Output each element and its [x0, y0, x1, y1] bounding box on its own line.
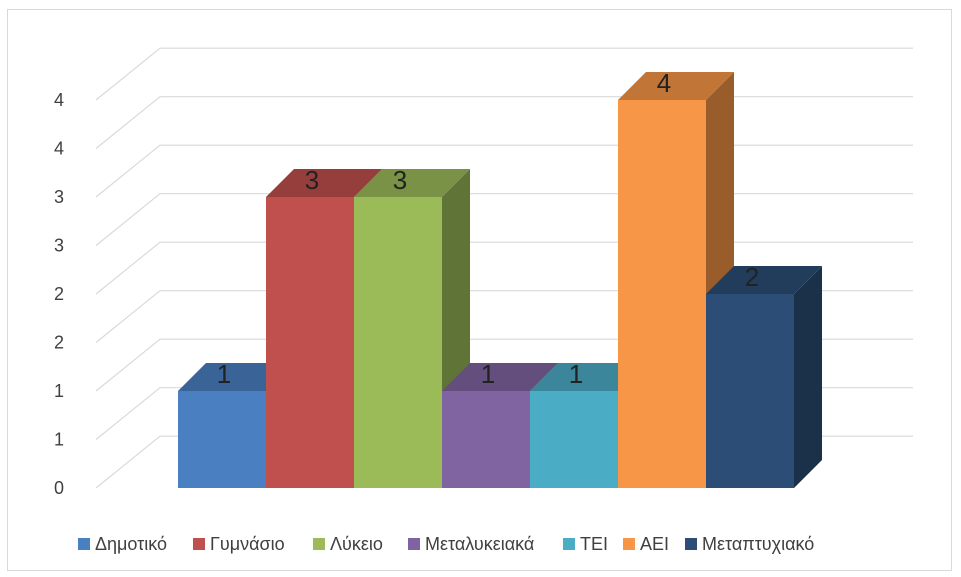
- legend-label: ΑΕΙ: [640, 534, 669, 554]
- gridline: [95, 96, 913, 149]
- legend-swatch: [623, 538, 635, 550]
- bar: [706, 266, 822, 488]
- legend: Δημοτικό Γυμνάσιο Λύκειο Μεταλυκειακά ΤΕΙ ΑΕΙ…: [78, 534, 814, 554]
- gridlines: [95, 47, 913, 489]
- bar-front-face: [618, 100, 706, 488]
- bar-top-face: [178, 363, 294, 391]
- bar-chart-3d: 0 1 1 2 2 3 3 4 4 1 3 3 1 1 4 2 Δημοτικό Γυμνάσιο Λύκειο…: [54, 47, 913, 554]
- data-label: 3: [393, 165, 407, 195]
- chart-frame: 0 1 1 2 2 3 3 4 4 1 3 3 1 1 4 2 Δημοτικό Γυμνάσιο Λύκειο…: [7, 9, 952, 571]
- y-tick-label: 4: [54, 90, 64, 110]
- y-tick-label: 3: [54, 236, 64, 256]
- bar-front-face: [266, 197, 354, 488]
- y-tick-label: 4: [54, 139, 64, 159]
- bar-side-face: [794, 266, 822, 488]
- bar-front-face: [530, 391, 618, 488]
- legend-label: ΤΕΙ: [580, 534, 608, 554]
- legend-item: Μεταπτυχιακό: [685, 534, 814, 554]
- y-tick-label: 2: [54, 284, 64, 304]
- legend-item: Δημοτικό: [78, 534, 167, 554]
- bar-top-face: [354, 169, 470, 197]
- bar-top-face: [266, 169, 382, 197]
- legend-label: Δημοτικό: [95, 534, 167, 554]
- data-label: 1: [481, 359, 495, 389]
- bars: [178, 72, 822, 488]
- data-labels: 1 3 3 1 1 4 2: [217, 68, 759, 389]
- data-label: 1: [569, 359, 583, 389]
- bar-top-face: [530, 363, 646, 391]
- legend-item: Μεταλυκειακά: [408, 534, 534, 554]
- y-tick-label: 1: [54, 381, 64, 401]
- legend-label: Γυμνάσιο: [210, 534, 285, 554]
- y-tick-label: 2: [54, 333, 64, 353]
- bar-top-face: [442, 363, 558, 391]
- bar: [354, 169, 470, 488]
- legend-swatch: [685, 538, 697, 550]
- bar-front-face: [706, 294, 794, 488]
- legend-label: Μεταλυκειακά: [425, 534, 534, 554]
- bar-front-face: [178, 391, 266, 488]
- legend-item: Γυμνάσιο: [193, 534, 285, 554]
- data-label: 2: [745, 262, 759, 292]
- legend-swatch: [193, 538, 205, 550]
- legend-item: Λύκειο: [313, 534, 383, 554]
- bar-top-face: [618, 72, 734, 100]
- y-axis-ticks: 0 1 1 2 2 3 3 4 4: [54, 90, 64, 498]
- y-tick-label: 3: [54, 187, 64, 207]
- legend-label: Μεταπτυχιακό: [702, 534, 814, 554]
- data-label: 4: [657, 68, 671, 98]
- legend-swatch: [313, 538, 325, 550]
- gridline: [95, 144, 913, 198]
- y-tick-label: 0: [54, 478, 64, 498]
- legend-item: ΑΕΙ: [623, 534, 669, 554]
- gridline: [95, 47, 913, 101]
- data-label: 3: [305, 165, 319, 195]
- legend-swatch: [563, 538, 575, 550]
- bar-front-face: [442, 391, 530, 488]
- legend-label: Λύκειο: [330, 534, 383, 554]
- data-label: 1: [217, 359, 231, 389]
- gridline: [95, 193, 913, 246]
- legend-swatch: [408, 538, 420, 550]
- legend-swatch: [78, 538, 90, 550]
- bar-front-face: [354, 197, 442, 488]
- y-tick-label: 1: [54, 430, 64, 450]
- bar-top-face: [706, 266, 822, 294]
- legend-item: ΤΕΙ: [563, 534, 608, 554]
